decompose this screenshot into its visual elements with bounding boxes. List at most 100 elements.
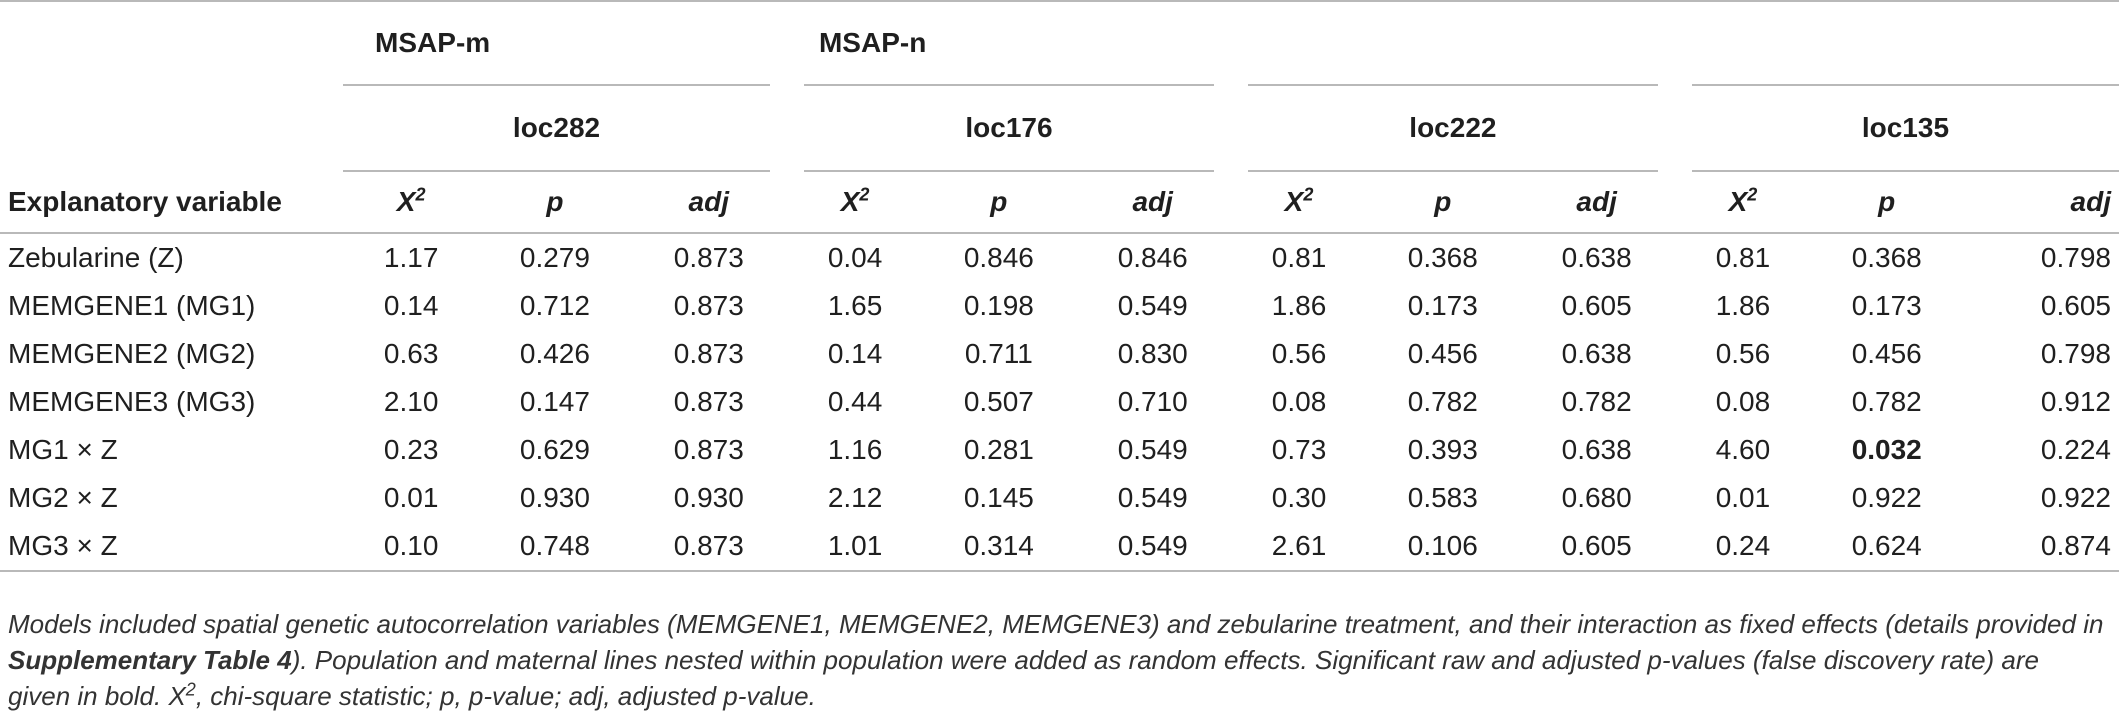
- table-cell: 0.14: [827, 338, 883, 369]
- table-cell: 0.147: [519, 386, 590, 417]
- table-cell: 0.198: [963, 290, 1034, 321]
- table-cell: 0.830: [1117, 338, 1188, 369]
- locus-header-loc176: loc176: [786, 85, 1248, 172]
- table-cell: 0.712: [519, 290, 590, 321]
- table-cell: 2.10: [383, 386, 439, 417]
- table-cell: 0.782: [1407, 386, 1478, 417]
- table-cell: 0.922: [2040, 482, 2111, 513]
- column-header-adj: adj: [630, 171, 787, 234]
- table-cell: 0.14: [383, 290, 439, 321]
- table-cell: 0.930: [519, 482, 590, 513]
- table-cell: 0.930: [673, 482, 744, 513]
- row-label: MEMGENE3 (MG3): [8, 386, 256, 417]
- table-cell: 0.44: [827, 386, 883, 417]
- table-cell: 1.65: [827, 290, 883, 321]
- table-cell: 0.173: [1407, 290, 1478, 321]
- row-label: MG2 × Z: [8, 482, 118, 513]
- table-row: MEMGENE3 (MG3) 2.10 0.147 0.873 0.44 0.507 0.7…: [0, 378, 2119, 426]
- results-table: MSAP-m MSAP-n loc282 loc176 loc222 loc13…: [0, 0, 2119, 572]
- column-header-adj: adj: [1074, 171, 1231, 234]
- table-row: MG3 × Z 0.10 0.748 0.873 1.01 0.314 0.549 2.61 0…: [0, 522, 2119, 572]
- table-cell: 0.549: [1117, 482, 1188, 513]
- table-cell: 0.874: [1962, 522, 2119, 572]
- table-footnote: Models included spatial genetic autocorr…: [8, 606, 2108, 714]
- group-header-msap-m: MSAP-m: [343, 0, 787, 86]
- table-cell: 0.782: [1561, 386, 1632, 417]
- locus-header-loc135: loc135: [1674, 85, 2119, 172]
- table-cell: 2.12: [827, 482, 883, 513]
- column-header-explanatory: Explanatory variable: [0, 171, 344, 234]
- table-cell: 1.17: [383, 242, 439, 273]
- table-cell: 0.846: [963, 242, 1034, 273]
- table-cell: 0.106: [1367, 522, 1519, 572]
- table-cell: 0.30: [1271, 482, 1327, 513]
- table-cell: 0.63: [383, 338, 439, 369]
- table-cell: 0.279: [519, 242, 590, 273]
- footnote-text-part3: , chi-square statistic; p, p-value; adj,…: [195, 681, 816, 711]
- row-label: MG1 × Z: [8, 434, 118, 465]
- locus-header-loc282: loc282: [343, 85, 804, 172]
- column-header-p: p: [479, 171, 631, 234]
- table-cell: 0.912: [2040, 386, 2111, 417]
- table-cell: 0.224: [2040, 434, 2111, 465]
- table-cell: 0.368: [1407, 242, 1478, 273]
- table-cell: 0.873: [673, 434, 744, 465]
- table-cell: 0.73: [1271, 434, 1327, 465]
- table-cell: 2.61: [1230, 522, 1368, 572]
- footnote-supplementary-ref[interactable]: Supplementary Table 4: [8, 645, 292, 675]
- table-cell: 0.846: [1117, 242, 1188, 273]
- footnote-text-part1: Models included spatial genetic autocorr…: [8, 609, 2104, 639]
- table-cell: 0.04: [827, 242, 883, 273]
- table-cell: 1.86: [1271, 290, 1327, 321]
- table-cell: 1.16: [827, 434, 883, 465]
- table-cell: 0.01: [383, 482, 439, 513]
- column-header-adj: adj: [1962, 171, 2119, 234]
- footnote-text-part2: ). Population and maternal lines nested …: [8, 645, 2040, 711]
- table-cell: 0.638: [1561, 434, 1632, 465]
- row-label: Zebularine (Z): [8, 242, 184, 273]
- column-header-p: p: [1367, 171, 1519, 234]
- table-row: MEMGENE1 (MG1) 0.14 0.712 0.873 1.65 0.198 0.5…: [0, 282, 2119, 330]
- column-header-x2: X2: [786, 171, 924, 234]
- table-cell: 1.01: [786, 522, 924, 572]
- empty-header-cell: [0, 0, 344, 85]
- locus-header-row: loc282 loc176 loc222 loc135: [0, 85, 2119, 172]
- table-cell: 0.798: [2040, 338, 2111, 369]
- column-header-p: p: [923, 171, 1075, 234]
- table-cell: 0.748: [479, 522, 631, 572]
- group-header-msap-n: MSAP-n: [786, 0, 2119, 86]
- table-cell: 0.281: [963, 434, 1034, 465]
- table-cell: 0.605: [1518, 522, 1675, 572]
- row-label: MEMGENE2 (MG2): [8, 338, 256, 369]
- column-header-p: p: [1811, 171, 1963, 234]
- results-table-container: MSAP-m MSAP-n loc282 loc176 loc222 loc13…: [0, 0, 2119, 572]
- column-header-x2: X2: [343, 171, 480, 234]
- table-cell: 0.798: [2040, 242, 2111, 273]
- table-row: Zebularine (Z) 1.17 0.279 0.873 0.04 0.846 0.8…: [0, 233, 2119, 282]
- table-cell: 0.56: [1715, 338, 1771, 369]
- table-cell: 1.86: [1715, 290, 1771, 321]
- table-cell: 0.368: [1851, 242, 1922, 273]
- empty-header-cell: [0, 85, 343, 171]
- table-cell: 0.426: [519, 338, 590, 369]
- column-header-x2: X2: [1674, 171, 1812, 234]
- table-cell: 0.81: [1715, 242, 1771, 273]
- table-cell: 0.583: [1407, 482, 1478, 513]
- row-label: MG3 × Z: [0, 522, 344, 572]
- group-header-row: MSAP-m MSAP-n: [0, 0, 2119, 86]
- table-cell: 0.08: [1715, 386, 1771, 417]
- row-label: MEMGENE1 (MG1): [8, 290, 256, 321]
- table-cell: 0.873: [673, 338, 744, 369]
- table-cell: 0.782: [1851, 386, 1922, 417]
- table-cell: 0.23: [383, 434, 439, 465]
- table-cell: 0.873: [673, 290, 744, 321]
- footnote-x2-symbol: X2: [168, 679, 196, 711]
- table-cell: 0.605: [1561, 290, 1632, 321]
- table-cell: 0.507: [963, 386, 1034, 417]
- table-cell: 0.873: [673, 242, 744, 273]
- table-cell: 0.629: [519, 434, 590, 465]
- table-cell: 0.873: [673, 386, 744, 417]
- table-row: MEMGENE2 (MG2) 0.63 0.426 0.873 0.14 0.711 0.8…: [0, 330, 2119, 378]
- table-cell: 0.873: [630, 522, 787, 572]
- table-row: MG2 × Z 0.01 0.930 0.930 2.12 0.145 0.549 0.30 0…: [0, 474, 2119, 522]
